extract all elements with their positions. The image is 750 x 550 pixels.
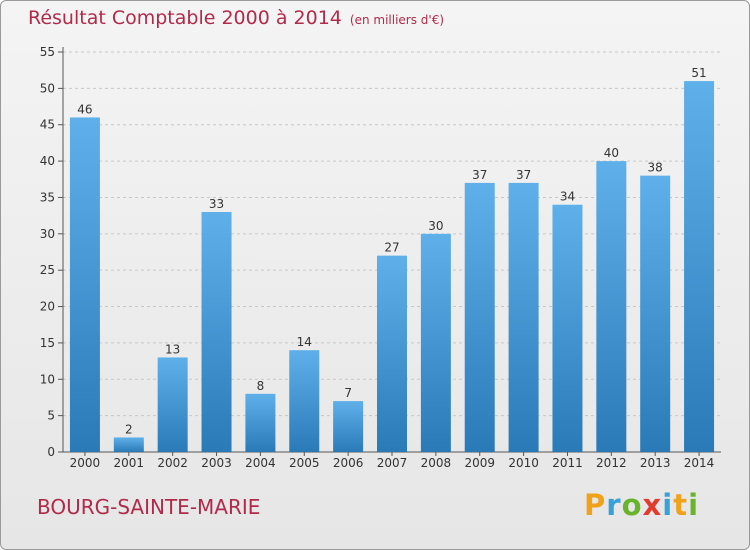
data-label-2002: 13 xyxy=(165,342,180,356)
bar-2014 xyxy=(684,81,715,452)
logo-letter: t xyxy=(673,488,689,522)
y-tick-label: 50 xyxy=(40,81,55,95)
data-label-2013: 38 xyxy=(648,161,663,175)
y-tick-label: 0 xyxy=(47,445,55,459)
bar-2001 xyxy=(113,437,144,452)
bar-2004 xyxy=(245,393,276,452)
x-tick-label-2006: 2006 xyxy=(333,456,364,470)
x-tick-label-2004: 2004 xyxy=(245,456,276,470)
data-label-2003: 33 xyxy=(209,197,224,211)
bar-2010 xyxy=(508,182,539,452)
x-tick-label-2007: 2007 xyxy=(377,456,408,470)
bar-2000 xyxy=(69,117,100,453)
bar-2005 xyxy=(289,350,320,452)
data-label-2005: 14 xyxy=(297,335,312,349)
y-tick-label: 30 xyxy=(40,227,55,241)
bar-2006 xyxy=(333,401,364,452)
x-tick-label-2003: 2003 xyxy=(201,456,232,470)
x-tick-label-2009: 2009 xyxy=(464,456,495,470)
data-label-2004: 8 xyxy=(257,379,265,393)
bar-2012 xyxy=(596,161,627,452)
data-label-2014: 51 xyxy=(691,66,706,80)
y-tick-label: 45 xyxy=(40,118,55,132)
logo-letter: i xyxy=(688,488,700,522)
data-label-2007: 27 xyxy=(384,241,399,255)
data-label-2012: 40 xyxy=(604,146,619,160)
chart-title: Résultat Comptable 2000 à 2014 (en millie… xyxy=(28,7,444,29)
x-tick-label-2013: 2013 xyxy=(640,456,671,470)
proxiti-logo: Proxiti xyxy=(584,488,699,522)
y-tick-label: 15 xyxy=(40,336,55,350)
chart-title-text: Résultat Comptable 2000 à 2014 xyxy=(28,7,342,29)
x-tick-label-2000: 2000 xyxy=(70,456,101,470)
data-label-2006: 7 xyxy=(344,386,352,400)
data-label-2010: 37 xyxy=(516,168,531,182)
bar-2011 xyxy=(552,204,583,452)
logo-letter: r xyxy=(606,488,622,522)
x-tick-label-2001: 2001 xyxy=(114,456,145,470)
y-tick-label: 55 xyxy=(40,45,55,59)
x-tick-label-2005: 2005 xyxy=(289,456,320,470)
bar-2002 xyxy=(157,357,188,452)
logo-letter: x xyxy=(642,488,663,522)
y-tick-label: 10 xyxy=(40,372,55,386)
data-label-2009: 37 xyxy=(472,168,487,182)
x-tick-label-2011: 2011 xyxy=(552,456,583,470)
x-tick-label-2012: 2012 xyxy=(596,456,627,470)
y-tick-label: 25 xyxy=(40,263,55,277)
bar-2007 xyxy=(377,255,407,452)
chart-subtitle: (en milliers d'€) xyxy=(349,13,445,27)
logo-letter: o xyxy=(621,488,643,522)
y-tick-label: 20 xyxy=(40,300,55,314)
logo-letter: i xyxy=(662,488,674,522)
bar-2013 xyxy=(640,175,671,453)
x-tick-label-2014: 2014 xyxy=(684,456,715,470)
data-label-2001: 2 xyxy=(125,422,133,436)
y-tick-label: 40 xyxy=(40,154,55,168)
y-tick-label: 5 xyxy=(47,409,55,423)
x-tick-label-2008: 2008 xyxy=(421,456,452,470)
data-label-2011: 34 xyxy=(560,190,575,204)
bar-2003 xyxy=(201,212,232,452)
x-tick-label-2010: 2010 xyxy=(508,456,539,470)
y-tick-label: 35 xyxy=(40,190,55,204)
data-label-2000: 46 xyxy=(77,102,92,116)
bar-2008 xyxy=(420,233,451,452)
logo-letter: P xyxy=(584,488,607,522)
data-label-2008: 30 xyxy=(428,219,443,233)
x-tick-label-2002: 2002 xyxy=(157,456,188,470)
commune-name: BOURG-SAINTE-MARIE xyxy=(37,495,261,519)
bar-2009 xyxy=(464,182,495,452)
